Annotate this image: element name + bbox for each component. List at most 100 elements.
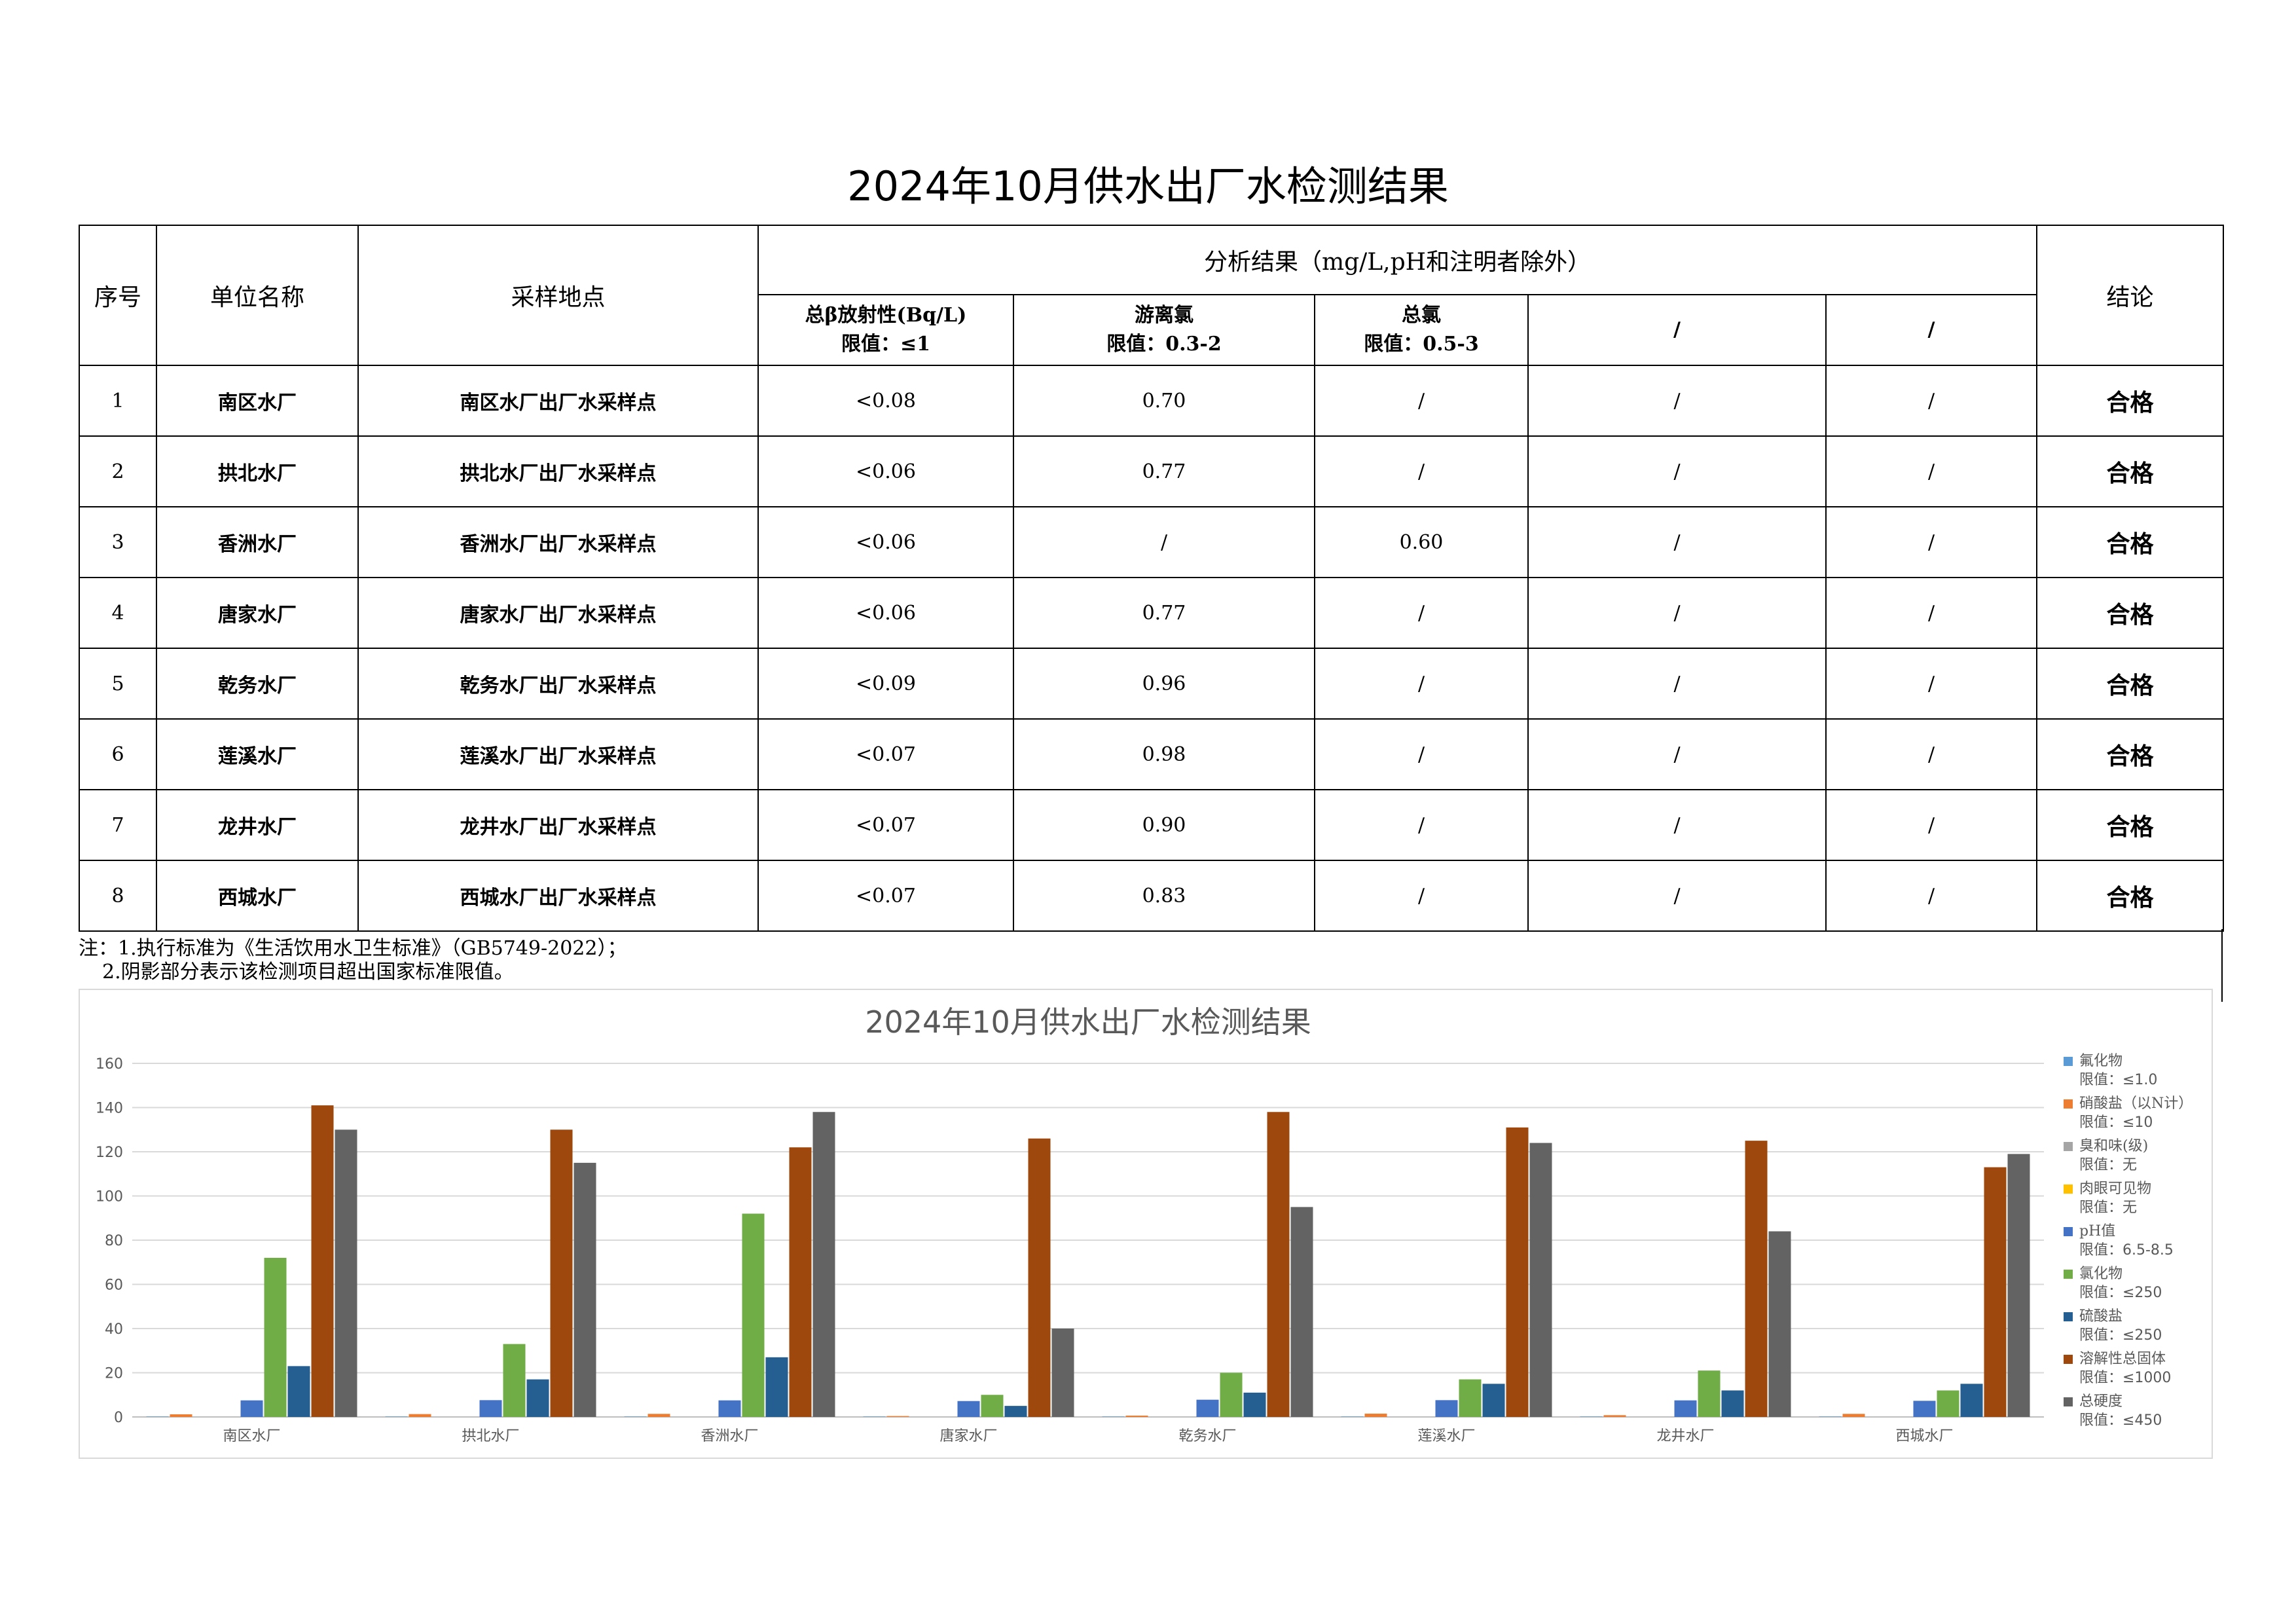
legend-swatch (2064, 1227, 2073, 1236)
bar (1290, 1207, 1313, 1417)
cell-conclusion: 合格 (2036, 577, 2225, 649)
bar (718, 1400, 741, 1417)
cell-v4: / (1527, 718, 1827, 790)
x-tick-label: 龙井水厂 (1656, 1428, 1714, 1444)
bar (647, 1414, 670, 1417)
bar (1004, 1406, 1027, 1417)
y-tick-label: 40 (105, 1321, 123, 1338)
bar (1196, 1399, 1219, 1417)
bar (624, 1416, 647, 1417)
notes: 注：1.执行标准为《生活饮用水卫生标准》（GB5749-2022）； 2.阴影部… (79, 929, 2223, 1002)
cell-unit: 龙井水厂 (156, 789, 359, 861)
cell-seq: 5 (79, 648, 157, 720)
sub-header-3: 总氯限值：0.5-3 (1314, 294, 1529, 366)
cell-v2: 0.77 (1013, 435, 1315, 507)
table-row: 1 南区水厂 南区水厂出厂水采样点 <0.08 0.70// / 合格 (79, 365, 2225, 437)
cell-unit: 唐家水厂 (156, 577, 359, 649)
cell-seq: 1 (79, 365, 157, 437)
bar (981, 1395, 1004, 1417)
x-tick-label: 莲溪水厂 (1417, 1428, 1475, 1444)
results-table: 序号 单位名称 采样地点 分析结果（mg/L,pH和注明者除外） 结论 总β放射… (79, 225, 2225, 932)
bar (1698, 1370, 1721, 1417)
x-tick-label: 南区水厂 (223, 1428, 280, 1444)
bar (1220, 1372, 1243, 1417)
cell-v4: / (1527, 577, 1827, 649)
header-seq: 序号 (79, 225, 157, 366)
bar (409, 1414, 431, 1417)
cell-site: 香洲水厂出厂水采样点 (357, 506, 759, 578)
note-1: 注：1.执行标准为《生活饮用水卫生标准》（GB5749-2022）； (79, 937, 627, 960)
page-title: 2024年10月供水出厂水检测结果 (847, 162, 1449, 210)
cell-conclusion: 合格 (2036, 435, 2225, 507)
cell-seq: 2 (79, 435, 157, 507)
cell-v1: <0.06 (757, 435, 1014, 507)
bar (886, 1416, 909, 1417)
legend-label: 硫酸盐 (2079, 1308, 2123, 1325)
bar (1984, 1167, 2007, 1417)
cell-v1: <0.06 (757, 506, 1014, 578)
cell-v4: / (1527, 860, 1827, 932)
cell-unit: 莲溪水厂 (156, 718, 359, 790)
bar (264, 1258, 287, 1417)
bar (550, 1129, 573, 1417)
legend-label: 臭和味(级) (2079, 1138, 2148, 1154)
sub-header-1: 总β放射性(Bq/L) 限值：≤1 (757, 294, 1014, 366)
bar (812, 1112, 835, 1417)
table-row: 6 莲溪水厂 莲溪水厂出厂水采样点 <0.07 0.98// / 合格 (79, 718, 2225, 790)
cell-v3: / (1314, 860, 1529, 932)
legend-limit: 限值：无 (2079, 1200, 2137, 1216)
sub-header-name: / (1927, 318, 1935, 341)
cell-conclusion: 合格 (2036, 506, 2225, 578)
bar (1125, 1415, 1148, 1417)
bar (311, 1105, 334, 1417)
bar (1435, 1400, 1458, 1417)
legend-limit: 限值：≤1000 (2079, 1370, 2171, 1386)
cell-v3: / (1314, 718, 1529, 790)
sub-header-4: / (1527, 294, 1827, 366)
cell-v3: / (1314, 648, 1529, 720)
cell-unit: 拱北水厂 (156, 435, 359, 507)
cell-conclusion: 合格 (2036, 365, 2225, 437)
cell-v5: / (1825, 718, 2038, 790)
cell-seq: 4 (79, 577, 157, 649)
cell-v1: <0.06 (757, 577, 1014, 649)
bar (1721, 1390, 1744, 1417)
legend-swatch (2064, 1057, 2073, 1066)
y-tick-label: 120 (96, 1145, 123, 1161)
bar (1603, 1415, 1626, 1417)
bar (1937, 1390, 1959, 1417)
sub-header-name: 总氯 (1402, 304, 1441, 327)
sub-header-limit: 限值：0.3-2 (1106, 333, 1222, 356)
cell-v1: <0.09 (757, 648, 1014, 720)
x-tick-label: 乾务水厂 (1178, 1428, 1236, 1444)
bar (1051, 1329, 1074, 1417)
cell-v3: / (1314, 577, 1529, 649)
y-tick-label: 140 (96, 1101, 123, 1117)
cell-v1: <0.07 (757, 718, 1014, 790)
bar (1506, 1127, 1529, 1417)
cell-conclusion: 合格 (2036, 789, 2225, 861)
cell-v1: <0.07 (757, 789, 1014, 861)
cell-seq: 3 (79, 506, 157, 578)
bar (1364, 1413, 1387, 1417)
legend-limit: 限值：≤450 (2079, 1412, 2162, 1429)
cell-v3: / (1314, 435, 1529, 507)
header-conclusion: 结论 (2036, 225, 2225, 366)
sub-header-limit: 限值：0.5-3 (1364, 333, 1479, 356)
bar (1267, 1112, 1290, 1417)
cell-site: 龙井水厂出厂水采样点 (357, 789, 759, 861)
cell-unit: 南区水厂 (156, 365, 359, 437)
table-row: 4 唐家水厂 唐家水厂出厂水采样点 <0.06 0.77// / 合格 (79, 577, 2225, 649)
bar (1745, 1141, 1768, 1417)
bar (1674, 1400, 1697, 1417)
sub-header-2: 游离氯 限值：0.3-2 (1013, 294, 1315, 366)
bar (789, 1147, 812, 1417)
legend-swatch (2064, 1142, 2073, 1151)
legend-label: 硝酸盐（以N计） (2079, 1095, 2193, 1112)
table-row: 2 拱北水厂 拱北水厂出厂水采样点 <0.06 0.77// / 合格 (79, 435, 2225, 507)
cell-v5: / (1825, 648, 2038, 720)
chart-title: 2024年10月供水出厂水检测结果 (865, 1004, 1311, 1040)
cell-seq: 7 (79, 789, 157, 861)
cell-unit: 乾务水厂 (156, 648, 359, 720)
bar (526, 1379, 549, 1417)
